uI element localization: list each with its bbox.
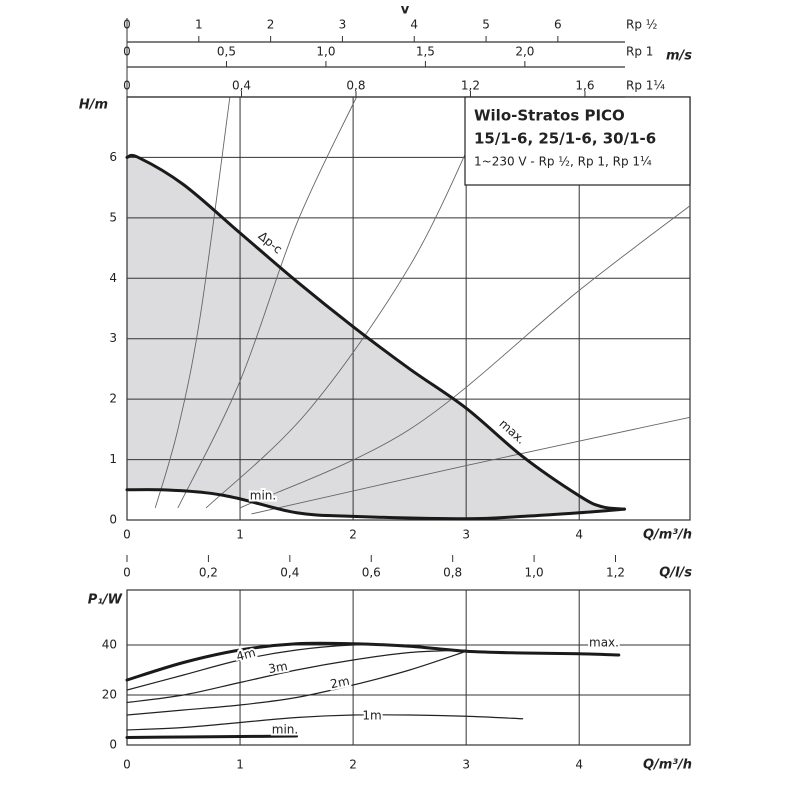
x-tick-label: 1 [236, 758, 244, 772]
curve [126, 649, 467, 704]
x-tick-label: 0 [123, 758, 131, 772]
info-box [464, 96, 691, 186]
chart-subtitle: 15/1-6, 25/1-6, 30/1-6 [474, 130, 656, 148]
x-tick-label: 1 [236, 528, 244, 542]
velocity-axis-name: Rp 1 [626, 45, 653, 59]
curve [126, 714, 524, 731]
operating-area [127, 155, 625, 520]
system-curve [251, 416, 691, 515]
curve-label: 2m [329, 674, 351, 692]
y-tick-label: 3 [109, 331, 117, 345]
x-tick-label: 2 [349, 528, 357, 542]
curve-label: max. [589, 636, 619, 650]
y-tick-label: 40 [102, 638, 117, 652]
x-tick-label: 4 [575, 528, 583, 542]
velocity-axis-name: Rp 1¼ [626, 79, 665, 93]
velocity-tick-label: 1,2 [461, 79, 480, 93]
secondary-x-tick-label: 0,8 [443, 566, 462, 580]
secondary-x-axis-title: Q/l/s [659, 566, 692, 581]
velocity-tick-label: 3 [339, 18, 347, 32]
x-tick-label: 3 [462, 758, 470, 772]
velocity-tick-label: 2 [267, 18, 275, 32]
y-tick-label: 20 [102, 688, 117, 702]
velocity-tick-label: 0,8 [346, 79, 365, 93]
x-tick-label: 4 [575, 758, 583, 772]
secondary-x-tick-label: 0,6 [362, 566, 381, 580]
velocity-tick-label: 1 [195, 18, 203, 32]
x-axis-title: Q/m³/h [643, 758, 692, 773]
velocity-axis-name: Rp ½ [626, 18, 657, 32]
system-curve [239, 205, 691, 509]
velocity-tick-label: 1,5 [416, 45, 435, 59]
curve [126, 650, 467, 716]
chart-title: Wilo-Stratos PICO [474, 107, 625, 125]
y-axis-title: P₁/W [88, 593, 123, 608]
y-tick-label: 1 [109, 452, 117, 466]
curve [125, 734, 299, 739]
secondary-x-tick-label: 1,2 [606, 566, 625, 580]
chart-note: 1~230 V - Rp ½, Rp 1, Rp 1¼ [474, 155, 652, 169]
curve-label: 4m [235, 645, 257, 664]
velocity-tick-label: 4 [410, 18, 418, 32]
y-tick-label: 5 [109, 210, 117, 224]
x-tick-label: 2 [349, 758, 357, 772]
velocity-tick-label: 1,0 [316, 45, 335, 59]
curve [125, 641, 621, 682]
velocity-tick-label: 0,4 [232, 79, 251, 93]
velocity-tick-label: 1,6 [575, 79, 594, 93]
y-tick-label: 4 [109, 271, 117, 285]
velocity-tick-label: 5 [482, 18, 490, 32]
secondary-x-tick-label: 0,2 [199, 566, 218, 580]
curve-label: min. [250, 489, 276, 503]
x-tick-label: 3 [462, 528, 470, 542]
curve-label: 3m [267, 659, 288, 676]
curve [125, 488, 626, 521]
velocity-tick-label: 0,5 [217, 45, 236, 59]
velocity-tick-label: 0 [123, 79, 131, 93]
secondary-x-tick-label: 0 [123, 566, 131, 580]
velocity-tick-label: 0 [123, 18, 131, 32]
curve-label: min. [272, 723, 298, 737]
system-curve [154, 96, 231, 509]
velocity-tick-label: 0 [123, 45, 131, 59]
area-mask [127, 489, 625, 520]
secondary-x-tick-label: 0,4 [280, 566, 299, 580]
y-tick-label: 6 [109, 150, 117, 164]
curve [126, 644, 411, 691]
y-axis-title: H/m [79, 98, 108, 113]
curve [125, 153, 626, 511]
y-tick-label: 0 [109, 513, 117, 527]
plot-frame [126, 589, 691, 746]
x-axis-title: Q/m³/h [643, 528, 692, 543]
secondary-x-tick-label: 1,0 [525, 566, 544, 580]
system-curve [177, 96, 357, 509]
curve-label: 1m [362, 709, 381, 723]
y-tick-label: 0 [109, 738, 117, 752]
x-tick-label: 0 [123, 528, 131, 542]
velocity-axis-title: v [401, 3, 410, 18]
velocity-tick-label: 6 [554, 18, 562, 32]
y-tick-label: 2 [109, 392, 117, 406]
velocity-unit: m/s [666, 49, 692, 64]
velocity-tick-label: 2,0 [515, 45, 534, 59]
